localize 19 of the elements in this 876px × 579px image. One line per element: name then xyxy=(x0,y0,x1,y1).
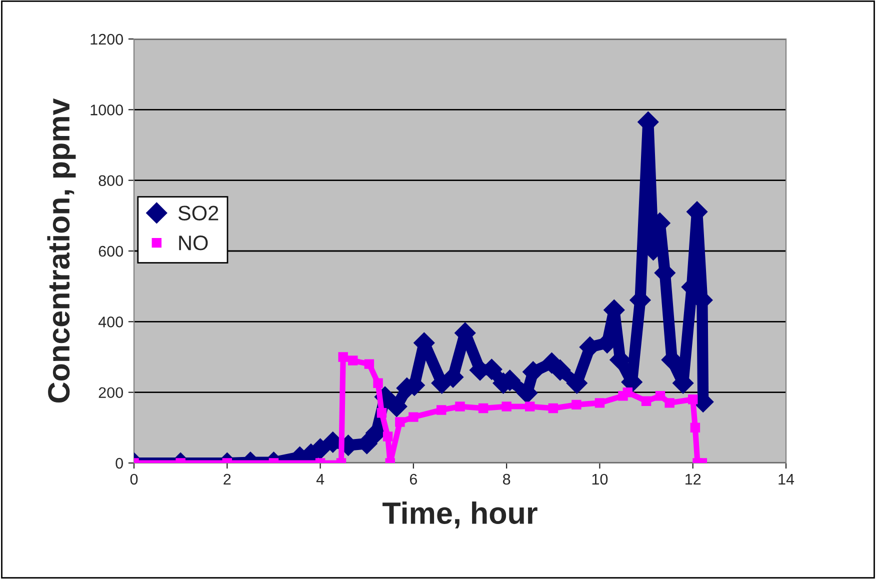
y-tick-label: 200 xyxy=(98,387,123,398)
y-tick-label: 600 xyxy=(98,246,123,257)
x-axis-title: Time, hour xyxy=(382,502,538,528)
y-tick-label: 400 xyxy=(98,316,123,328)
x-tick-label: 6 xyxy=(410,474,418,485)
y-axis-title: Concentration, ppmv xyxy=(47,98,76,403)
x-tick-label: 8 xyxy=(502,474,510,485)
x-tick-label: 0 xyxy=(130,474,138,485)
y-tick-label: 0 xyxy=(116,458,123,469)
y-tick-label: 1000 xyxy=(90,104,123,116)
x-tick-label: 2 xyxy=(224,474,231,484)
y-tick-label: 800 xyxy=(98,175,123,186)
legend-label: SO2 xyxy=(178,206,218,220)
x-tick-label: 14 xyxy=(778,474,794,484)
x-tick-label: 4 xyxy=(316,474,324,484)
x-tick-label: 12 xyxy=(686,474,701,484)
y-tick-label: 1200 xyxy=(90,34,123,45)
x-tick-label: 10 xyxy=(592,474,608,485)
legend-label: NO xyxy=(179,236,208,250)
